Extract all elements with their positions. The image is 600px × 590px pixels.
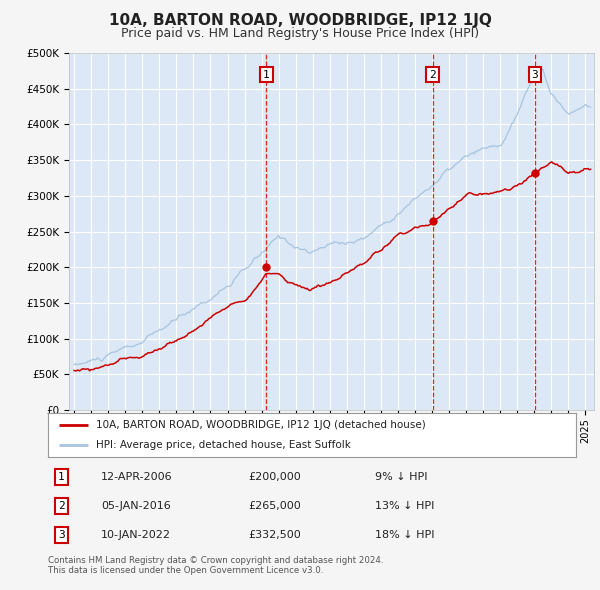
Text: 10A, BARTON ROAD, WOODBRIDGE, IP12 1JQ: 10A, BARTON ROAD, WOODBRIDGE, IP12 1JQ — [109, 13, 491, 28]
Text: 18% ↓ HPI: 18% ↓ HPI — [376, 530, 435, 540]
Text: 12-APR-2006: 12-APR-2006 — [101, 471, 172, 481]
Text: 05-JAN-2016: 05-JAN-2016 — [101, 501, 170, 511]
Text: £332,500: £332,500 — [248, 530, 301, 540]
Text: 1: 1 — [58, 471, 65, 481]
Text: 9% ↓ HPI: 9% ↓ HPI — [376, 471, 428, 481]
Text: £265,000: £265,000 — [248, 501, 301, 511]
Text: 13% ↓ HPI: 13% ↓ HPI — [376, 501, 435, 511]
Text: 2: 2 — [429, 70, 436, 80]
Text: Price paid vs. HM Land Registry's House Price Index (HPI): Price paid vs. HM Land Registry's House … — [121, 27, 479, 40]
Text: 3: 3 — [58, 530, 65, 540]
Text: 2: 2 — [58, 501, 65, 511]
Text: This data is licensed under the Open Government Licence v3.0.: This data is licensed under the Open Gov… — [48, 566, 323, 575]
Text: 1: 1 — [263, 70, 270, 80]
Text: 10A, BARTON ROAD, WOODBRIDGE, IP12 1JQ (detached house): 10A, BARTON ROAD, WOODBRIDGE, IP12 1JQ (… — [95, 421, 425, 430]
Text: 10-JAN-2022: 10-JAN-2022 — [101, 530, 171, 540]
Text: £200,000: £200,000 — [248, 471, 301, 481]
Text: 3: 3 — [532, 70, 538, 80]
Text: Contains HM Land Registry data © Crown copyright and database right 2024.: Contains HM Land Registry data © Crown c… — [48, 556, 383, 565]
Text: HPI: Average price, detached house, East Suffolk: HPI: Average price, detached house, East… — [95, 440, 350, 450]
